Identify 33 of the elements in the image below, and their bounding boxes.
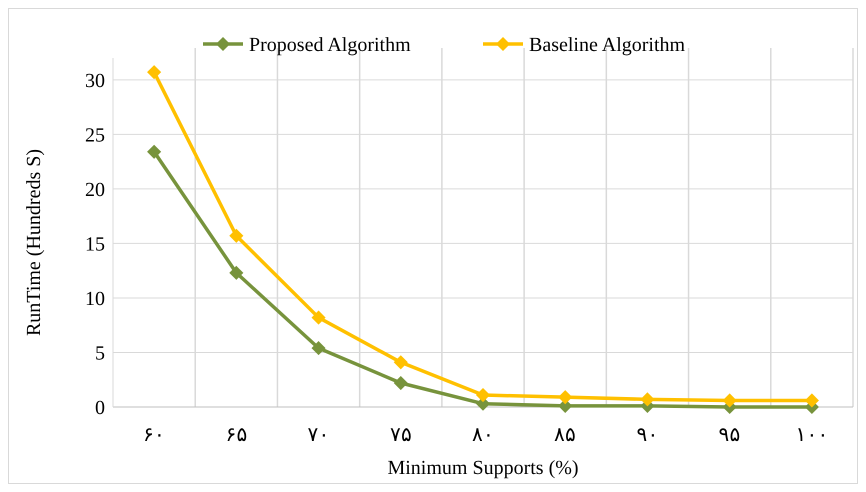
point: [394, 356, 408, 370]
x-tick-label: ۷۵: [390, 424, 412, 446]
x-tick-label: ۸۰: [472, 424, 494, 446]
y-tick-label: 0: [95, 397, 105, 419]
x-tick-label: ۶۰: [143, 424, 166, 446]
y-tick-label: 5: [95, 342, 105, 364]
legend-label: Baseline Algorithm: [529, 34, 686, 56]
x-tick-label: ۷۰: [308, 424, 330, 446]
point: [312, 341, 326, 355]
point: [147, 65, 161, 79]
x-tick-label: ۸۵: [554, 424, 576, 446]
x-axis-title: Minimum Supports (%): [387, 457, 579, 479]
y-tick-label: 25: [85, 124, 105, 146]
point: [230, 229, 244, 243]
x-tick-label: ۹۰: [636, 424, 658, 446]
point: [394, 376, 408, 390]
x-tick-label: ۱۰۰: [795, 424, 828, 446]
point: [640, 392, 654, 406]
point: [312, 310, 326, 324]
y-tick-label: 10: [85, 288, 105, 310]
y-tick-label: 20: [85, 178, 105, 201]
point: [230, 266, 244, 280]
y-tick-label: 30: [85, 70, 105, 92]
legend-label: Proposed Algorithm: [249, 34, 412, 56]
y-axis-title: RunTime (Hundreds S): [23, 148, 45, 336]
x-tick-label: ۶۵: [225, 424, 248, 446]
point: [476, 388, 490, 402]
point: [147, 145, 161, 159]
point: [805, 394, 819, 408]
point: [558, 390, 572, 404]
x-tick-label: ۹۵: [718, 424, 741, 446]
y-tick-label: 15: [85, 233, 105, 256]
point: [722, 394, 736, 408]
